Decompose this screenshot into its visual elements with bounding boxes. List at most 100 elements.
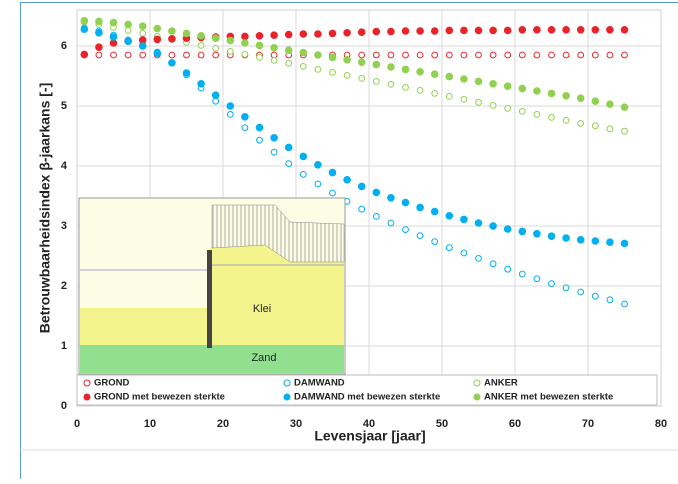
data-point [417,88,423,94]
data-point [402,199,409,206]
data-point [446,245,452,251]
data-point [592,27,599,34]
data-point [432,52,438,58]
data-point [154,25,161,32]
data-point [490,103,496,109]
data-point [461,97,467,103]
y-tick-label: 2 [61,280,67,292]
data-point [227,49,233,55]
legend-label: DAMWAND [294,378,345,389]
data-point [476,100,482,106]
data-point [417,69,424,76]
legend-marker [474,394,480,400]
data-point [475,27,482,34]
data-point [476,52,482,58]
data-point [285,31,292,38]
data-point [592,98,599,105]
data-point [490,81,497,88]
data-point [622,128,628,134]
x-tick-label: 40 [363,418,375,430]
data-point [563,27,570,34]
data-point [271,45,278,52]
legend-marker [474,380,480,386]
data-point [139,23,146,30]
legend-marker [284,394,290,400]
data-point [417,52,423,58]
data-point [358,59,365,66]
x-axis-title: Levensjaar [jaar] [314,428,425,444]
data-point [519,85,526,92]
data-point [329,169,336,176]
data-point [285,144,292,151]
x-tick-label: 0 [74,418,80,430]
data-point [578,52,584,58]
data-point [432,91,438,97]
data-point [373,61,380,68]
x-tick-label: 20 [217,418,229,430]
data-point [213,46,219,52]
data-point [563,285,569,291]
x-tick-label: 30 [290,418,302,430]
x-tick-label: 10 [144,418,156,430]
data-point [475,78,482,85]
legend-label: ANKER [484,378,518,389]
data-point [577,237,584,244]
y-tick-label: 5 [61,100,67,112]
data-point [213,52,219,58]
data-point [592,238,599,245]
sheet-pile [207,250,212,348]
data-point [125,21,132,28]
x-tick-label: 70 [582,418,594,430]
data-point [373,189,380,196]
data-point [198,33,205,40]
data-point [563,93,570,100]
data-point [490,223,497,230]
data-point [227,103,234,110]
data-point [592,52,598,58]
data-point [461,52,467,58]
data-point [504,27,511,34]
data-point [388,82,394,88]
data-point [198,52,204,58]
data-point [286,161,292,167]
data-point [81,18,88,25]
data-point [198,81,205,88]
data-point [446,94,452,100]
data-point [359,76,365,82]
data-point [140,52,146,58]
data-point [432,239,438,245]
data-point [315,52,322,59]
data-point [110,19,117,26]
y-tick-label: 4 [61,160,68,172]
data-point [300,49,307,56]
data-point [431,208,438,215]
data-point [475,220,482,227]
data-point [403,52,409,58]
legend-label: ANKER met bewezen sterkte [484,392,613,403]
legend-label: GROND [94,378,130,389]
data-point [300,153,307,160]
legend-marker [84,394,90,400]
data-point [607,126,613,132]
data-point [388,64,395,71]
data-point [461,27,468,34]
data-point [125,52,131,58]
data-point [621,240,628,247]
data-point [534,27,541,34]
data-point [534,231,541,238]
data-point [96,18,103,25]
data-point [315,31,322,38]
data-point [242,40,249,47]
data-point [110,34,117,41]
data-point [183,30,190,37]
x-tick-label: 50 [436,418,448,430]
data-point [388,28,395,35]
data-point [271,58,277,64]
data-point [96,44,103,51]
data-point [431,71,438,78]
data-point [96,52,102,58]
data-point [490,27,497,34]
inset-label: Zand [251,352,276,364]
data-point [417,204,424,211]
y-tick-label: 1 [61,340,67,352]
